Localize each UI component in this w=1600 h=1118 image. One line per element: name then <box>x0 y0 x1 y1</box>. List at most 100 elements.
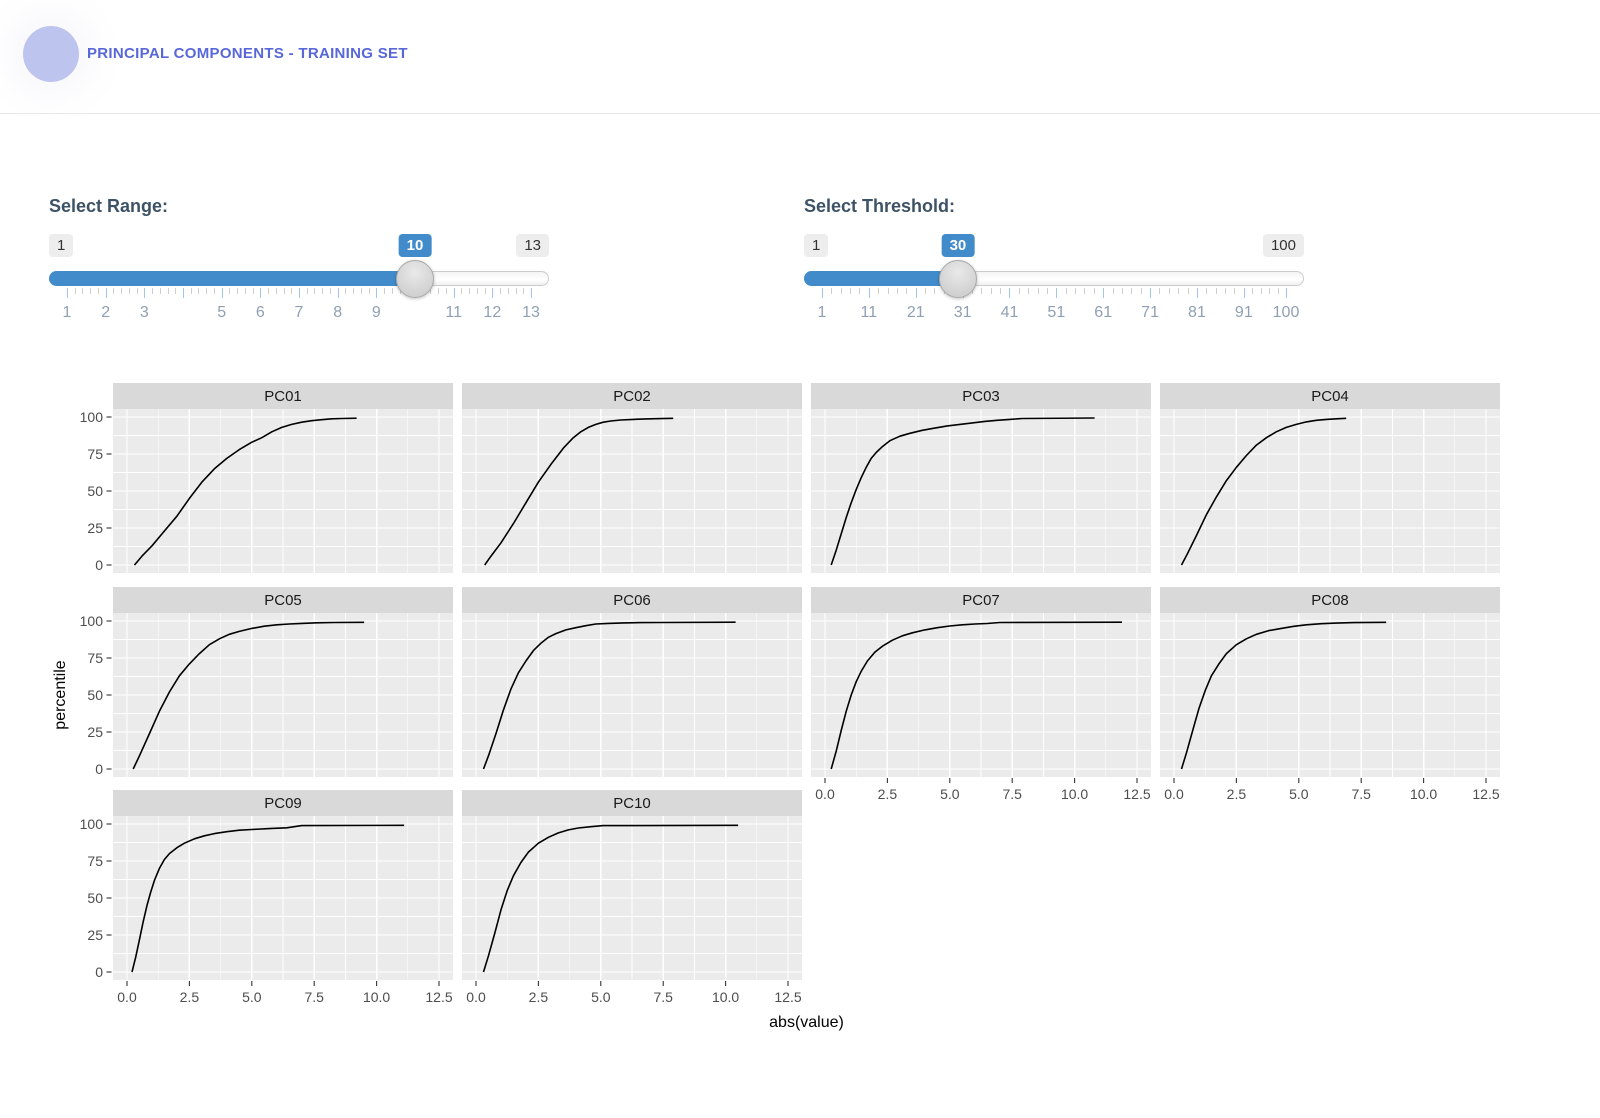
slider-minor-tick <box>121 288 123 294</box>
slider-minor-tick <box>507 288 509 294</box>
slider-minor-tick <box>1093 288 1095 294</box>
slider-minor-tick <box>268 288 270 294</box>
slider-grid-label: 9 <box>371 304 381 321</box>
slider-major-tick <box>531 288 532 298</box>
slider-minor-tick <box>1178 288 1180 294</box>
slider-major-tick <box>492 288 494 298</box>
range-slider[interactable]: 1 13 10 1 2 3 5 6 7 8 9 11 12 13 <box>49 234 549 339</box>
range-min-badge: 1 <box>49 234 74 257</box>
slider-grid-label: 31 <box>953 304 972 321</box>
slider-minor-tick <box>1159 288 1161 294</box>
slider-minor-tick <box>1000 288 1002 294</box>
facet-strip-PC01 <box>113 383 453 409</box>
slider-minor-tick <box>1269 288 1271 294</box>
slider-minor-tick <box>469 288 471 294</box>
x-tick-label: 2.5 <box>878 786 898 802</box>
slider-minor-tick <box>1065 288 1067 294</box>
slider-minor-tick <box>1121 288 1123 294</box>
slider-minor-tick <box>925 288 927 294</box>
slider-grid-label: 91 <box>1234 304 1253 321</box>
slider-minor-tick <box>1037 288 1039 294</box>
facet-label: PC01 <box>264 388 302 405</box>
range-label: Select Range: <box>49 196 169 216</box>
ecdf-curve-PC06 <box>482 621 736 770</box>
slider-minor-tick <box>391 288 393 294</box>
slider-minor-tick <box>175 288 177 294</box>
slider-grid-label: 13 <box>522 304 540 321</box>
slider-minor-tick <box>128 288 130 294</box>
slider-major-tick <box>1056 288 1058 298</box>
slider-grid-label: 5 <box>217 304 227 321</box>
slider-grid-label: 11 <box>445 304 462 321</box>
x-tick-label: 0.0 <box>815 786 835 802</box>
slider-minor-tick <box>896 288 898 294</box>
ecdf-curve-PC02 <box>484 417 674 566</box>
y-tick-label: 100 <box>80 816 104 832</box>
slider-minor-tick <box>152 288 154 294</box>
slider-major-tick <box>221 288 223 298</box>
facet-label: PC02 <box>613 388 651 405</box>
y-tick-label: 50 <box>87 483 103 499</box>
slider-grid-label: 8 <box>333 304 343 321</box>
slider-grid-label: 7 <box>294 304 304 321</box>
facet-strip-PC09 <box>113 790 453 816</box>
y-tick-label: 0 <box>95 557 103 573</box>
facet-label: PC09 <box>264 795 302 812</box>
x-tick-label: 10.0 <box>363 989 390 1005</box>
y-tick-label: 25 <box>87 927 103 943</box>
slider-minor-tick <box>445 288 447 294</box>
facet-strip-PC06 <box>462 587 802 613</box>
slider-minor-tick <box>840 288 842 294</box>
slider-minor-tick <box>1225 288 1227 294</box>
threshold-slider[interactable]: 1 100 30 1 11 21 31 41 51 61 71 81 91 100 <box>804 234 1304 339</box>
slider-minor-tick <box>1234 288 1236 294</box>
slider-minor-tick <box>82 288 84 294</box>
facet-label: PC06 <box>613 592 651 609</box>
x-tick-label: 10.0 <box>1410 786 1437 802</box>
slider-major-tick <box>453 288 455 298</box>
slider-grid-label: 11 <box>860 304 878 321</box>
slider-minor-tick <box>515 288 517 294</box>
slider-minor-tick <box>283 288 285 294</box>
slider-minor-tick <box>1112 288 1114 294</box>
slider-major-tick <box>1103 288 1105 298</box>
range-slider-handle[interactable] <box>396 260 434 298</box>
threshold-min-badge: 1 <box>804 234 829 257</box>
slider-minor-tick <box>850 288 852 294</box>
slider-minor-tick <box>252 288 254 294</box>
facet-strip-PC10 <box>462 790 802 816</box>
y-tick-label: 50 <box>87 687 103 703</box>
slider-minor-tick <box>1187 288 1189 294</box>
y-tick-label: 75 <box>87 650 103 666</box>
slider-minor-tick <box>934 288 936 294</box>
range-control: Select Range: 1 13 10 1 2 3 5 6 7 8 9 11 12 13 <box>49 196 549 346</box>
threshold-slider-handle[interactable] <box>938 260 977 298</box>
slider-minor-tick <box>981 288 983 294</box>
slider-major-tick <box>67 288 68 298</box>
slider-grid-label: 1 <box>62 304 72 321</box>
slider-minor-tick <box>430 288 432 294</box>
slider-major-tick <box>1150 288 1152 298</box>
slider-minor-tick <box>1046 288 1048 294</box>
x-tick-label: 0.0 <box>1164 786 1184 802</box>
slider-minor-tick <box>237 288 239 294</box>
slider-grid-label: 12 <box>483 304 502 321</box>
slider-minor-tick <box>906 288 908 294</box>
app-logo-circle <box>23 26 79 82</box>
slider-minor-tick <box>159 288 161 294</box>
slider-minor-tick <box>74 288 76 294</box>
slider-grid-label: 61 <box>1094 304 1113 321</box>
pc-ecdf-plot: PC01 PC02 PC03 PC04 PC05 PC06 PC07 PC08 PC09 PC10… <box>49 380 1559 1055</box>
facet-strip-PC08 <box>1160 587 1500 613</box>
slider-major-tick <box>105 288 107 298</box>
slider-grid-label: 3 <box>139 304 149 321</box>
facet-label: PC03 <box>962 388 1000 405</box>
facet-label: PC08 <box>1311 592 1349 609</box>
x-tick-label: 5.0 <box>242 989 262 1005</box>
range-max-badge: 13 <box>516 234 549 257</box>
slider-minor-tick <box>1140 288 1142 294</box>
slider-minor-tick <box>1028 288 1030 294</box>
slider-major-tick <box>183 288 184 298</box>
slider-minor-tick <box>484 288 486 294</box>
slider-minor-tick <box>831 288 833 294</box>
